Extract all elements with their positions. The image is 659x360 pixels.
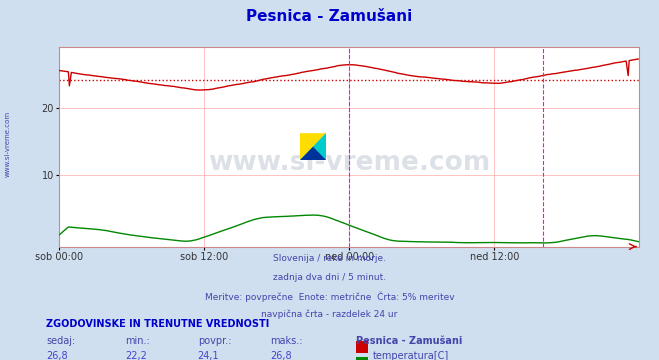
Text: 26,8: 26,8 xyxy=(46,351,68,360)
Polygon shape xyxy=(300,133,326,160)
Text: Pesnica - Zamušani: Pesnica - Zamušani xyxy=(356,336,462,346)
Text: maks.:: maks.: xyxy=(270,336,302,346)
Text: Pesnica - Zamušani: Pesnica - Zamušani xyxy=(246,9,413,24)
Polygon shape xyxy=(300,133,326,160)
Text: 26,8: 26,8 xyxy=(270,351,292,360)
Text: min.:: min.: xyxy=(125,336,150,346)
Text: Meritve: povprečne  Enote: metrične  Črta: 5% meritev: Meritve: povprečne Enote: metrične Črta:… xyxy=(205,291,454,302)
Text: 24,1: 24,1 xyxy=(198,351,219,360)
Text: temperatura[C]: temperatura[C] xyxy=(373,351,449,360)
Text: zadnja dva dni / 5 minut.: zadnja dva dni / 5 minut. xyxy=(273,273,386,282)
Text: 22,2: 22,2 xyxy=(125,351,147,360)
Text: www.si-vreme.com: www.si-vreme.com xyxy=(5,111,11,177)
Polygon shape xyxy=(300,147,326,160)
Text: www.si-vreme.com: www.si-vreme.com xyxy=(208,150,490,176)
Text: ZGODOVINSKE IN TRENUTNE VREDNOSTI: ZGODOVINSKE IN TRENUTNE VREDNOSTI xyxy=(46,319,270,329)
Text: sedaj:: sedaj: xyxy=(46,336,75,346)
Text: povpr.:: povpr.: xyxy=(198,336,231,346)
Text: navpična črta - razdelek 24 ur: navpična črta - razdelek 24 ur xyxy=(262,310,397,319)
Text: Slovenija / reke in morje.: Slovenija / reke in morje. xyxy=(273,254,386,263)
